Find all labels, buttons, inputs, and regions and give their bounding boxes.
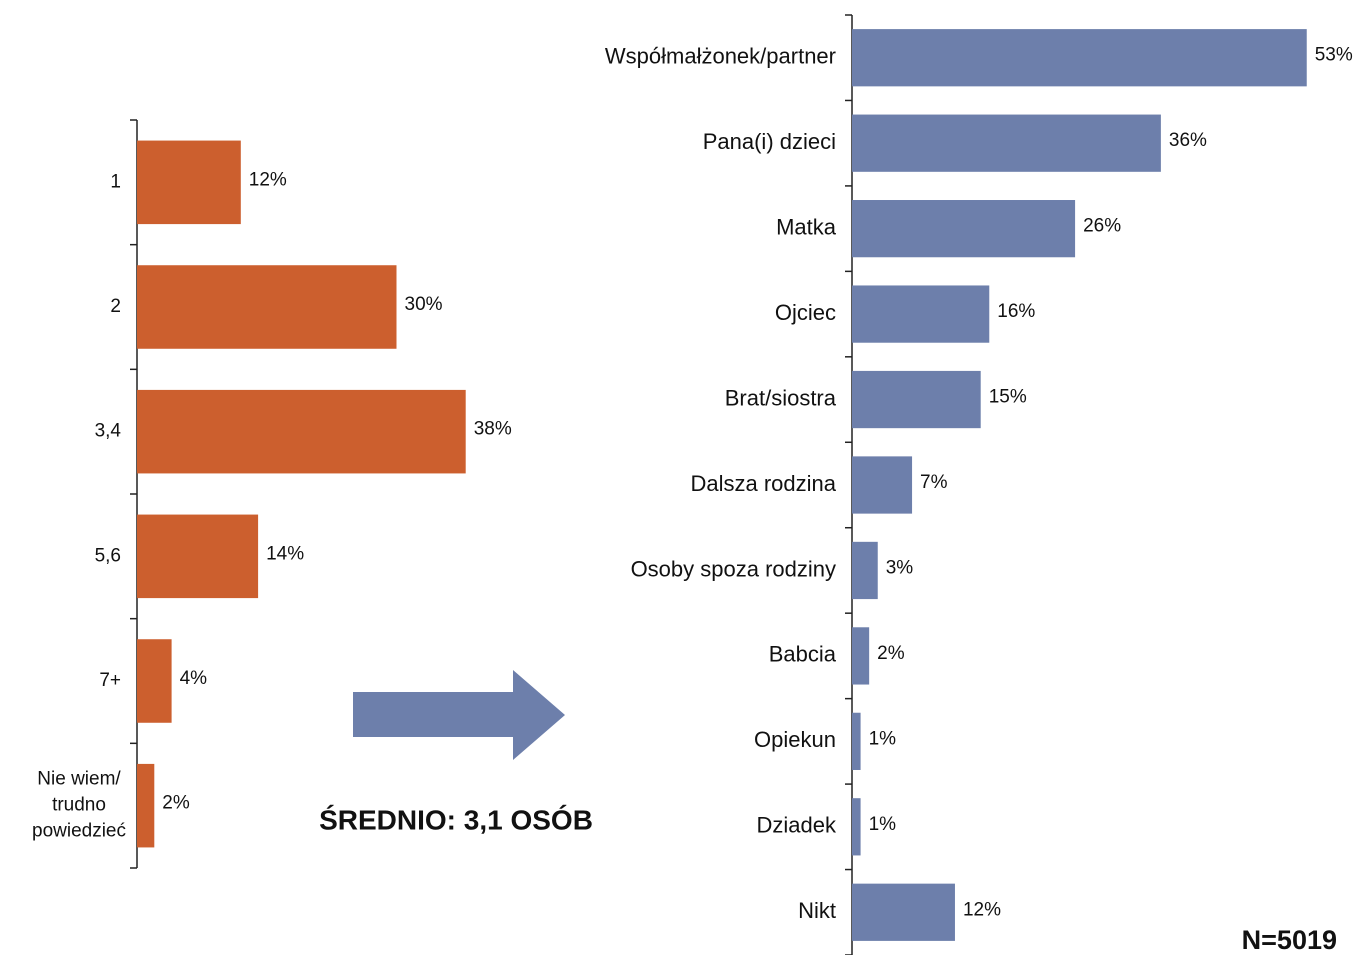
value-label: 2% [162,793,190,814]
arrow [353,670,565,760]
bar [852,798,861,856]
category-label: Pana(i) dzieci [703,129,836,154]
bar [137,265,397,349]
category-label: Dziadek [757,813,837,838]
bar [852,114,1161,172]
category-label: 5,6 [95,545,121,566]
bar [852,29,1307,87]
category-label: 1 [110,171,121,192]
bar [852,456,913,514]
bar [137,389,466,474]
value-label: 14% [266,543,304,564]
value-label: 16% [997,301,1035,322]
value-label: 3% [886,557,914,578]
category-label: 3,4 [95,421,122,442]
value-label: 36% [1169,130,1207,151]
category-label: Opiekun [754,727,836,752]
category-label: Osoby spoza rodziny [631,556,836,581]
value-label: 15% [989,387,1027,408]
category-label: Ojciec [775,300,836,325]
value-label: 12% [249,169,287,190]
bar [852,712,861,770]
bar [852,883,955,941]
value-label: 1% [869,814,897,835]
bar [852,627,870,685]
average-annotation: ŚREDNIO: 3,1 OSÓB [319,804,593,835]
bar [137,140,241,225]
category-label: Brat/siostra [725,385,837,410]
value-label: 2% [877,643,905,664]
bar [852,370,981,429]
value-label: 53% [1315,45,1353,66]
value-label: 1% [869,728,897,749]
bar [852,200,1076,258]
category-label: Nie wiem/trudno powiedzieć [32,769,126,842]
category-label: Matka [776,214,837,239]
value-label: 12% [963,899,1001,920]
category-label: Nikt [798,898,836,923]
category-label: Babcia [769,642,837,667]
value-label: 30% [405,294,443,315]
value-label: 38% [474,419,512,440]
bar [852,285,990,343]
category-label: Współmałżonek/partner [605,44,836,69]
bar [852,541,878,600]
category-label: Dalsza rodzina [690,471,836,496]
value-label: 4% [180,668,208,689]
value-label: 26% [1083,216,1121,237]
bar [137,763,155,848]
category-label: 7+ [99,670,121,691]
bar [137,639,172,723]
sample-size: N=5019 [1242,925,1337,955]
bar [137,514,259,599]
value-label: 7% [920,472,948,493]
category-label: 2 [110,296,121,317]
